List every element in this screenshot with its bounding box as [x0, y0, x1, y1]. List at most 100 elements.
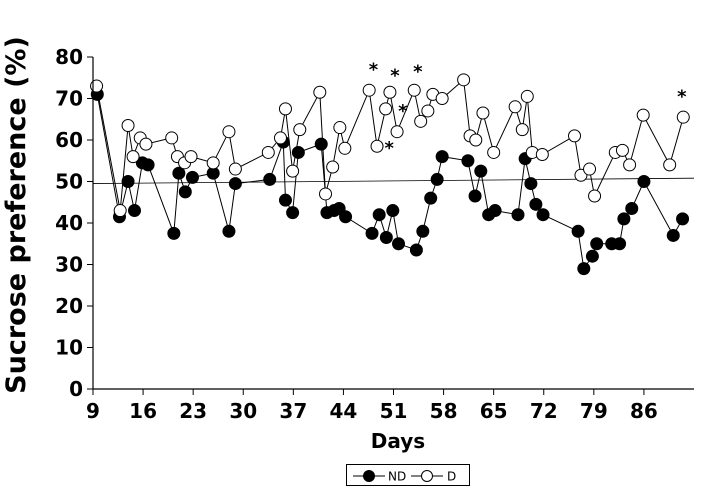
data-point-nd [386, 204, 400, 218]
x-tick-label: 72 [530, 399, 558, 423]
data-point-d [278, 102, 292, 116]
data-point-d [184, 150, 198, 164]
significance-asterisk: * [390, 66, 400, 87]
data-point-d [228, 162, 242, 176]
data-point-d [487, 145, 501, 159]
data-point-d [588, 189, 602, 203]
data-point-nd [577, 262, 591, 276]
x-tick-label: 37 [279, 399, 307, 423]
data-point-nd [430, 172, 444, 186]
data-point-nd [291, 145, 305, 159]
y-axis-title: Sucrose preference (%) [1, 36, 32, 394]
data-point-d [286, 164, 300, 178]
data-point-d [520, 89, 534, 103]
y-tick-label: 40 [55, 211, 83, 235]
data-point-d [319, 187, 333, 201]
data-point-nd [474, 164, 488, 178]
data-point-d [261, 145, 275, 159]
data-point-d [222, 125, 236, 139]
y-tick-label: 20 [55, 294, 83, 318]
series-layer [90, 73, 690, 276]
y-tick-label: 80 [55, 45, 83, 69]
data-point-d [583, 162, 597, 176]
data-point-nd [178, 185, 192, 199]
data-point-nd [392, 237, 406, 251]
y-tick-label: 30 [55, 253, 83, 277]
data-point-nd [222, 224, 236, 238]
data-point-d [326, 160, 340, 174]
significance-asterisk: * [677, 86, 687, 107]
data-point-d [313, 85, 327, 99]
data-point-d [370, 139, 384, 153]
data-point-d [362, 83, 376, 97]
data-point-d [623, 158, 637, 172]
data-point-nd [185, 170, 199, 184]
x-tick-label: 65 [480, 399, 508, 423]
data-point-nd [511, 208, 525, 222]
data-point-nd [468, 189, 482, 203]
data-point-d [383, 85, 397, 99]
data-point-nd [127, 204, 141, 218]
data-point-d [126, 150, 140, 164]
data-point-d [414, 114, 428, 128]
data-point-nd [278, 193, 292, 207]
reference-line-layer [92, 177, 695, 184]
data-point-d [476, 106, 490, 120]
x-tick-label: 16 [129, 399, 157, 423]
data-point-nd [461, 154, 475, 168]
data-point-d [636, 108, 650, 122]
y-tick-label: 60 [55, 128, 83, 152]
data-point-nd [416, 224, 430, 238]
data-point-nd [372, 208, 386, 222]
data-point-d [663, 158, 677, 172]
x-tick-label: 30 [229, 399, 257, 423]
data-point-nd [529, 197, 543, 211]
significance-asterisk: * [398, 101, 408, 122]
x-tick-label: 86 [630, 399, 658, 423]
data-point-nd [263, 172, 277, 186]
data-point-nd [286, 206, 300, 220]
data-point-nd [314, 137, 328, 151]
legend-nd-label: ND [388, 470, 406, 484]
data-point-nd [172, 166, 186, 180]
legend-d-label: D [447, 470, 456, 484]
data-point-d [121, 118, 135, 132]
data-point-nd [365, 226, 379, 240]
data-point-nd [571, 224, 585, 238]
x-tick-label: 44 [329, 399, 357, 423]
data-point-d [457, 73, 471, 87]
data-point-d [390, 125, 404, 139]
data-point-d [615, 143, 629, 157]
x-tick-label: 9 [86, 399, 100, 423]
data-point-d [113, 204, 127, 218]
data-point-nd [424, 191, 438, 205]
data-point-d [90, 79, 104, 93]
y-tick-label: 70 [55, 87, 83, 111]
data-point-d [469, 133, 483, 147]
legend-nd-marker [363, 470, 375, 482]
reference-line [92, 177, 695, 184]
data-point-d [676, 110, 690, 124]
data-point-d [139, 137, 153, 151]
data-point-d [407, 83, 421, 97]
data-point-nd [524, 177, 538, 191]
data-point-nd [228, 177, 242, 191]
x-tick-label: 51 [380, 399, 408, 423]
data-point-nd [435, 150, 449, 164]
data-point-nd [409, 243, 423, 257]
data-point-nd [536, 208, 550, 222]
significance-asterisk: * [384, 138, 394, 159]
data-point-nd [141, 158, 155, 172]
axes-layer: 0 10 20 30 40 50 60 70 80 9 16 23 30 37 44 51 58 65 72 79 86 [55, 45, 694, 423]
data-point-d [421, 104, 435, 118]
data-point-nd [590, 237, 604, 251]
y-tick-label: 50 [55, 170, 83, 194]
data-point-d [435, 92, 449, 105]
data-point-d [165, 131, 179, 145]
data-point-nd [617, 212, 631, 226]
data-point-d [206, 156, 220, 170]
data-point-nd [339, 210, 353, 224]
data-point-d [515, 123, 529, 137]
data-point-nd [625, 201, 639, 215]
